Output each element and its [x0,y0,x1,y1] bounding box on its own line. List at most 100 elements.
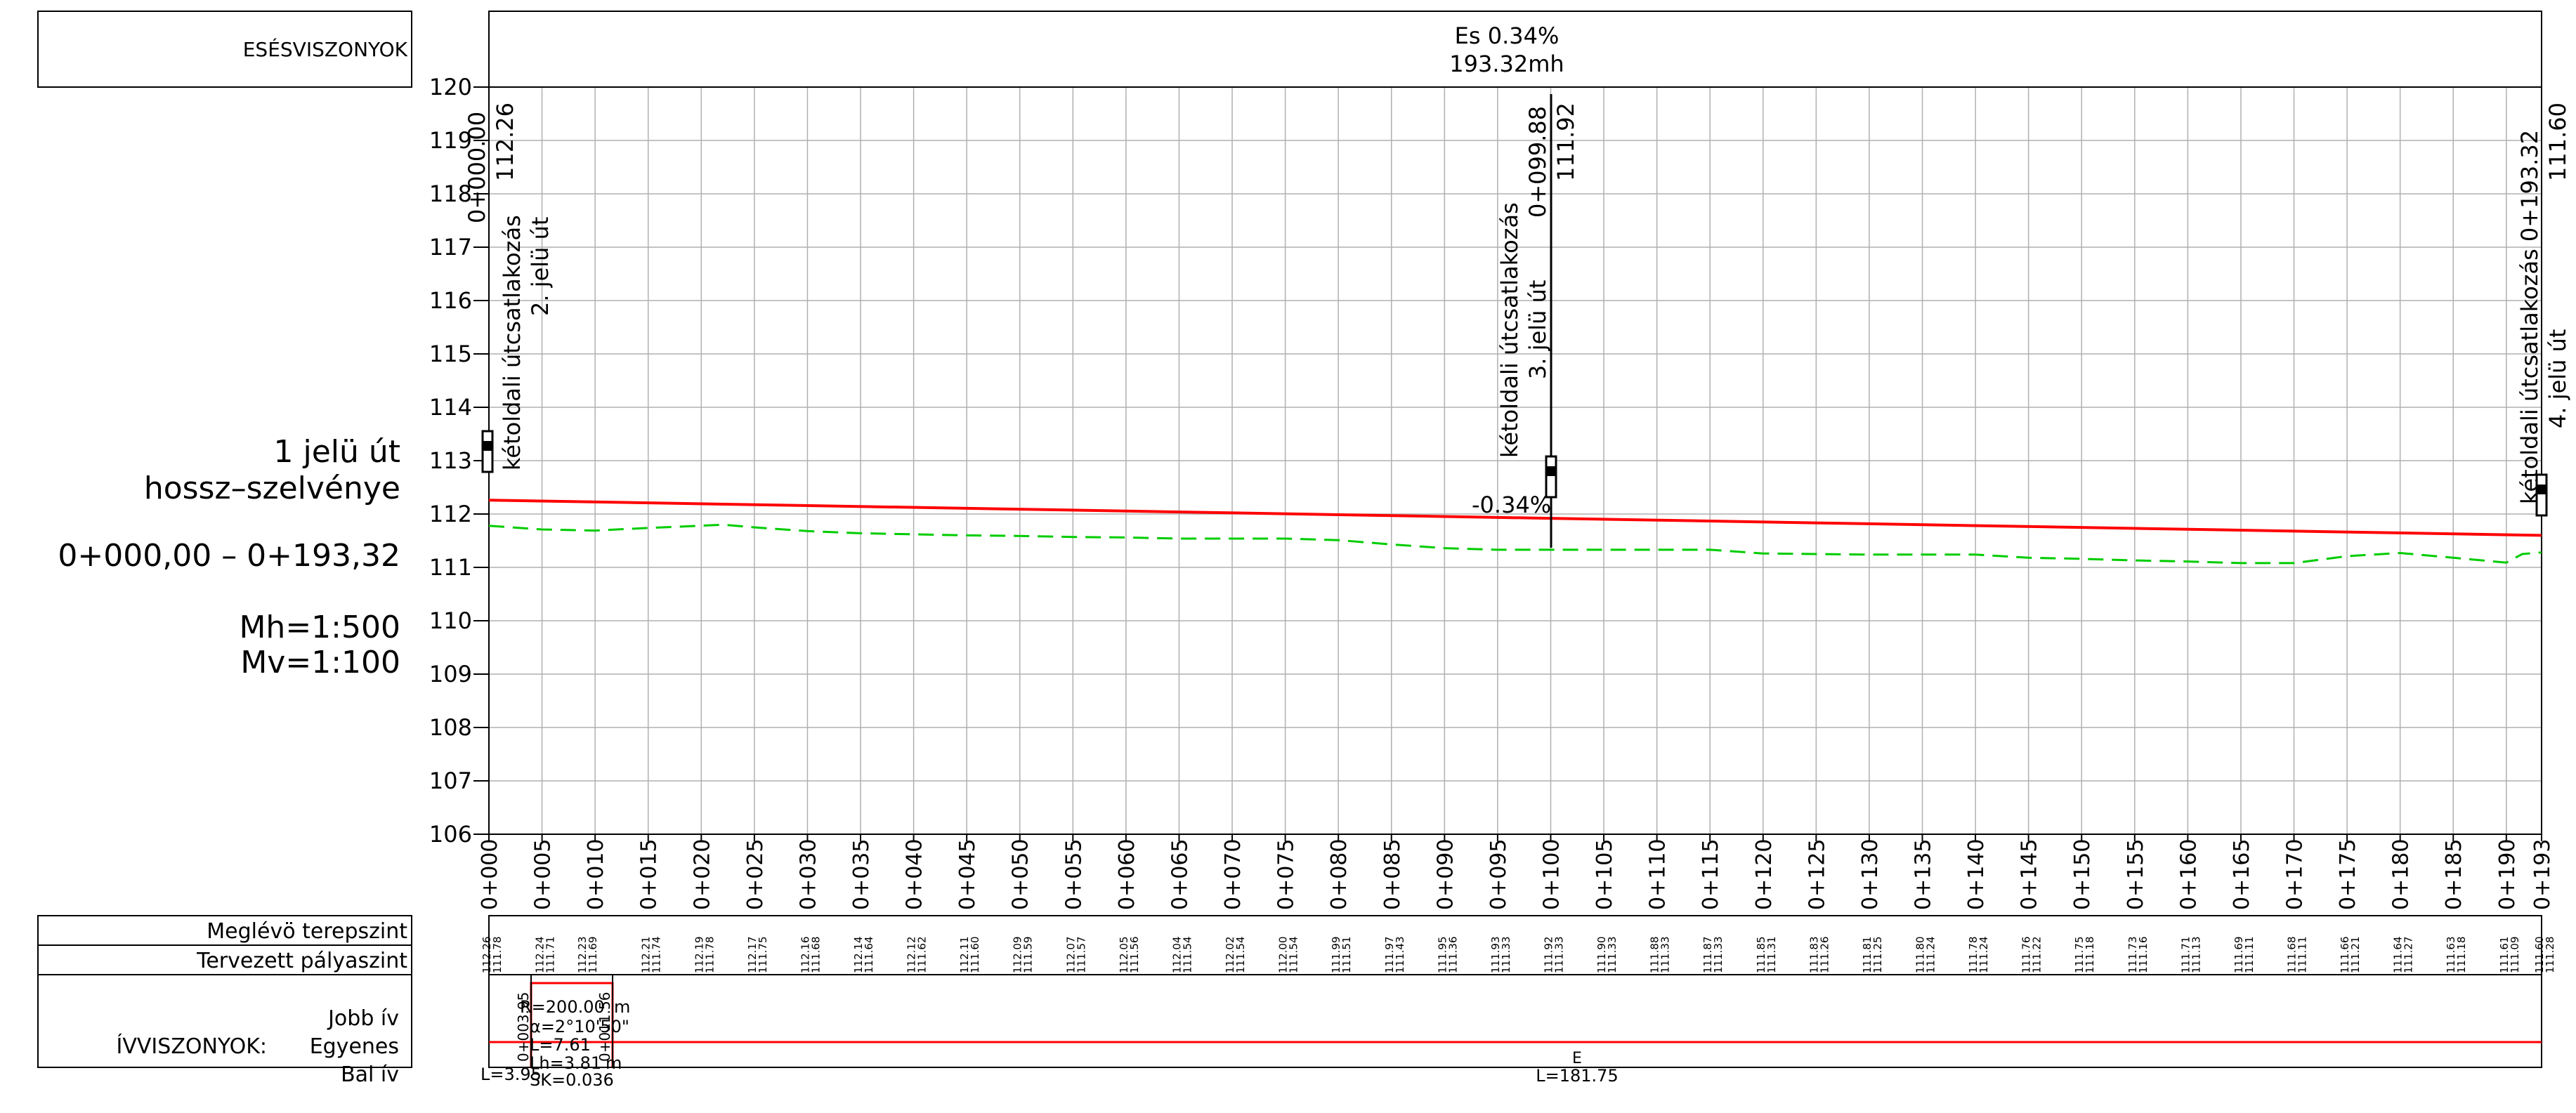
y-tick-label: 106 [429,821,472,848]
start-marker [481,430,494,473]
design-level-value: 112.00 [1277,937,1290,974]
arc-unit-upper: m [614,997,630,1017]
terrain-level-value: 111.59 [1022,937,1035,974]
y-tick-label: 114 [429,394,472,421]
design-level-value: 112.07 [1064,937,1077,974]
design-level-value: 111.97 [1383,937,1396,974]
x-tick-label: 0+005 [531,839,556,910]
grade-label: -0.34% [1472,492,1551,518]
arc-half-length: Lh=3.81 [530,1053,601,1073]
curve-label-box [37,974,412,1068]
x-tick-label: 0+075 [1274,839,1299,910]
y-tick-label: 113 [429,447,472,474]
x-tick-label: 0+155 [2124,839,2148,910]
design-level-value: 112.24 [534,937,547,974]
terrain-level-value: 111.57 [1075,937,1087,974]
terrain-level-value: 111.16 [2137,937,2150,974]
x-axis-ticks: 0+000 0+005 0+010 0+015 0+020 0+025 0+030 0+035… [478,834,2555,910]
design-level-value: 112.19 [693,937,705,974]
straight-length: L=181.75 [1536,1066,1618,1086]
x-tick-label: 0+105 [1593,839,1617,910]
curve-right-label: Jobb ív [327,1006,399,1031]
terrain-level-value: 111.22 [2031,937,2044,974]
plot-grid [488,86,2542,835]
x-tick-label: 0+110 [1646,839,1671,910]
terrain-level-value: 111.27 [2402,937,2415,974]
design-level-value: 111.73 [2126,937,2139,974]
x-tick-label: 0+035 [849,839,874,910]
design-level-value: 111.90 [1595,937,1608,974]
x-tick-label: 0+070 [1221,839,1245,910]
terrain-level-value: 111.18 [2084,937,2096,974]
road-name: 1 jelü út [273,434,400,470]
scale-horizontal: Mh=1:500 [239,610,400,645]
arc-start-station: 0+003.95 [515,992,532,1062]
terrain-level-value: 111.78 [703,937,716,974]
terrain-level-value: 111.33 [1552,937,1565,974]
design-level-value: 111.63 [2445,937,2457,974]
end-elevation: 111.60 [2544,103,2571,181]
station-range: 0+000,00 – 0+193,32 [58,538,400,574]
x-tick-label: 0+055 [1061,839,1086,910]
scale-vertical: Mv=1:100 [240,645,400,680]
design-level-value: 111.78 [1967,937,1980,974]
terrain-level-value: 111.13 [2190,937,2202,974]
design-level-value: 111.92 [1542,937,1555,974]
design-level-value: 112.04 [1170,937,1183,974]
start-elevation: 112.26 [492,103,518,181]
annotation-middle: 0+099.88 111.92 kétoldali útcsatlakozás … [1472,94,1579,548]
slope-length: 193.32mh [1449,51,1564,77]
curve-left-label: Bal ív [341,1062,399,1087]
design-level-value: 111.85 [1755,937,1767,974]
start-station: 0+000.00 [464,112,490,223]
y-tick-label: 118 [429,180,472,207]
x-tick-label: 0+150 [2070,839,2095,910]
x-tick-label: 0+175 [2336,839,2360,910]
terrain-level-value: 111.78 [491,937,504,974]
x-tick-label: 0+115 [1699,839,1723,910]
y-tick-label: 111 [429,554,472,581]
design-level-value: 111.83 [1807,937,1820,974]
terrain-level-value: 111.51 [1340,937,1353,974]
end-junction-note: kétoldali útcsatlakozás 0+193.32 [2516,130,2543,504]
x-tick-label: 0+080 [1327,839,1352,910]
design-level-value: 112.17 [746,937,759,974]
design-level-value: 111.87 [1701,937,1714,974]
middle-marker-fill [1546,466,1556,476]
x-tick-label: 0+010 [584,839,608,910]
y-tick-label: 112 [429,501,472,527]
design-level-value: 112.05 [1118,937,1130,974]
start-road-note: 2. jelü út [527,217,554,316]
x-tick-label: 0+050 [1009,839,1033,910]
terrain-level-value: 111.25 [1871,937,1884,974]
arc-radius: R=200.00 [520,997,605,1017]
y-tick-label: 108 [429,714,472,741]
design-level-value: 111.75 [2073,937,2086,974]
design-level-value: 111.60 [2533,937,2546,974]
slope-percent: Es 0.34% [1455,22,1560,49]
terrain-level-value: 111.62 [916,937,929,974]
x-tick-label: 0+140 [1964,839,1989,910]
terrain-level-value: 111.24 [1925,937,1937,974]
design-level-value: 111.64 [2392,937,2405,974]
x-tick-label: 0+095 [1486,839,1511,910]
terrain-level-value: 111.60 [969,937,981,974]
x-tick-label: 0+145 [2018,839,2042,910]
terrain-level-value: 111.71 [544,937,557,974]
terrain-level-value: 111.33 [1500,937,1512,974]
terrain-level-value: 111.11 [2296,937,2309,974]
terrain-level-value: 111.74 [650,937,663,974]
terrain-level-value: 111.68 [809,937,822,974]
design-level-value: 111.80 [1914,937,1927,974]
arc-unit-lower: m [606,1053,622,1073]
x-tick-label: 0+120 [1752,839,1777,910]
y-tick-label: 119 [429,127,472,154]
curve-straight-label: Egyenes [310,1034,399,1059]
x-tick-label: 0+125 [1805,839,1829,910]
end-marker-fill [2537,485,2546,494]
design-level-value: 111.99 [1330,937,1342,974]
terrain-level-value: 111.64 [863,937,875,974]
design-level-value: 111.88 [1649,937,1661,974]
design-level-value: 111.66 [2339,937,2351,974]
